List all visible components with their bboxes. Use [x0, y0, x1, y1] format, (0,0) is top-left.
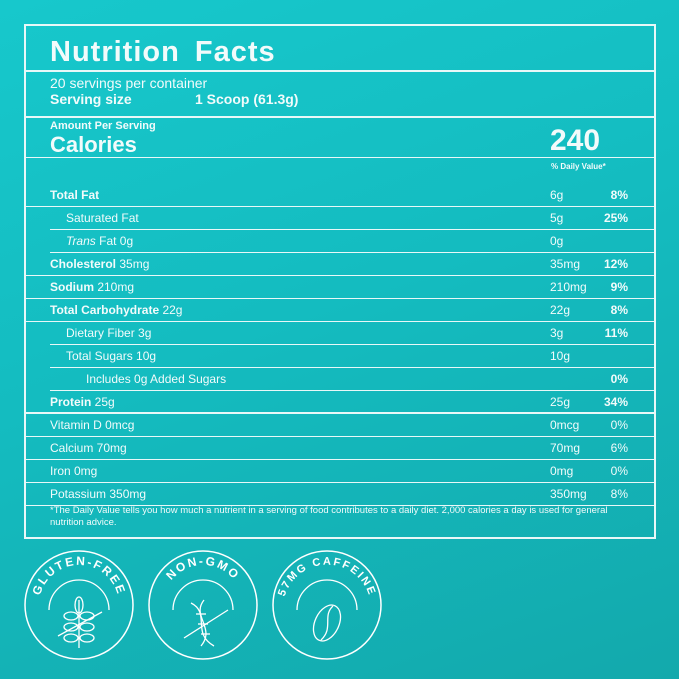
- badges: GLUTEN-FREE NON-GMO 57MG CAFFEINE: [22, 548, 384, 662]
- panel-title: Nutrition Facts: [26, 26, 654, 72]
- nutrient-label: Saturated Fat: [66, 211, 139, 225]
- nutrient-row: Total Fat 6g 8%: [26, 184, 654, 207]
- nutrient-label: Total Carbohydrate 22g: [50, 303, 183, 317]
- nutrient-daily-value: 0%: [610, 418, 628, 432]
- amount-per-serving: Amount Per Serving: [50, 120, 156, 132]
- badge-label: GLUTEN-FREE: [29, 554, 126, 597]
- nutrient-daily-value: 34%: [603, 395, 628, 409]
- nutrient-row: Includes 0g Added Sugars 0%: [26, 368, 654, 391]
- nutrient-row: Iron 0mg 0mg 0%: [26, 460, 654, 483]
- nutrient-label: Includes 0g Added Sugars: [86, 372, 227, 386]
- footnote: *The Daily Value tells you how much a nu…: [50, 505, 608, 528]
- nutrient-label: Total Fat: [50, 188, 100, 202]
- nutrient-daily-value: 0%: [610, 464, 628, 478]
- nutrient-amount: 70mg: [550, 441, 581, 455]
- nutrient-amount: 350mg: [550, 487, 587, 501]
- nutrient-amount: 0mcg: [550, 418, 580, 432]
- serving-info: 20 servings per container Serving size 1 …: [26, 72, 654, 118]
- nutrient-label: Sodium 210mg: [50, 280, 135, 294]
- nutrient-daily-value: 25%: [603, 211, 628, 225]
- nutrient-row: Total Sugars 10g 10g: [26, 345, 654, 368]
- non-gmo-badge: NON-GMO: [148, 550, 258, 660]
- nutrient-row: Sodium 210mg 210mg 9%: [26, 276, 654, 299]
- gluten-free-badge: GLUTEN-FREE: [24, 550, 134, 660]
- nutrient-label: Vitamin D 0mcg: [50, 418, 135, 432]
- nutrient-label: Iron 0mg: [50, 464, 98, 478]
- nutrient-amount: 35mg: [550, 257, 581, 271]
- nutrient-label: Calcium 70mg: [50, 441, 127, 455]
- nutrient-amount: 25g: [550, 395, 571, 409]
- nutrient-daily-value: 8%: [610, 303, 628, 317]
- nutrient-row: Dietary Fiber 3g 3g 11%: [26, 322, 654, 345]
- nutrient-label: Dietary Fiber 3g: [66, 326, 152, 340]
- serving-size-value: 1 Scoop (61.3g): [195, 91, 299, 107]
- nutrient-row: Trans Fat 0g 0g: [26, 230, 654, 253]
- nutrient-row: Saturated Fat 5g 25%: [26, 207, 654, 230]
- caffeine-badge: 57MG CAFFEINE: [272, 550, 382, 660]
- nutrient-row: Cholesterol 35mg 35mg 12%: [26, 253, 654, 276]
- calories-section: Amount Per Serving Calories 240: [26, 118, 654, 158]
- nutrition-facts-panel: Nutrition Facts 20 servings per containe…: [24, 24, 656, 539]
- nutrient-daily-value: 8%: [610, 188, 628, 202]
- nutrient-label: Potassium 350mg: [50, 487, 147, 501]
- nutrient-amount: 3g: [550, 326, 564, 340]
- coffee-bean-icon: [312, 604, 342, 642]
- daily-value-header: % Daily Value*: [551, 162, 606, 171]
- nutrient-amount: 22g: [550, 303, 571, 317]
- serving-size-label: Serving size: [50, 91, 132, 107]
- dna-crossed-icon: [183, 599, 229, 647]
- nutrient-row: Potassium 350mg 350mg 8%: [26, 483, 654, 506]
- svg-text:GLUTEN-FREE: GLUTEN-FREE: [29, 554, 128, 597]
- nutrient-rows: Total Fat 6g 8% Saturated Fat 5g 25% Trans Fat…: [26, 184, 654, 506]
- nutrient-label: Protein 25g: [50, 395, 115, 409]
- nutrient-row: Vitamin D 0mcg 0mcg 0%: [26, 414, 654, 437]
- calories-value: 240: [550, 124, 601, 157]
- nutrient-daily-value: 8%: [610, 487, 628, 501]
- nutrient-row: Total Carbohydrate 22g 22g 8%: [26, 299, 654, 322]
- nutrient-daily-value: 11%: [604, 326, 628, 340]
- servings-per-container: 20 servings per container: [50, 75, 208, 91]
- nutrient-label: Trans Fat 0g: [66, 234, 134, 248]
- nutrient-daily-value: 6%: [610, 441, 628, 455]
- nutrient-daily-value: 9%: [610, 280, 628, 294]
- nutrient-daily-value: 12%: [603, 257, 628, 271]
- nutrient-amount: 6g: [550, 188, 564, 202]
- nutrient-daily-value: 0%: [610, 372, 628, 386]
- nutrient-amount: 5g: [550, 211, 564, 225]
- nutrient-row: Protein 25g 25g 34%: [26, 391, 654, 414]
- badge-label: 57MG CAFFEINE: [276, 556, 376, 598]
- wheat-crossed-icon: [57, 596, 103, 648]
- nutrient-label: Cholesterol 35mg: [50, 257, 150, 271]
- calories-label: Calories: [50, 132, 137, 157]
- nutrient-amount: 10g: [550, 349, 571, 363]
- nutrient-label: Total Sugars 10g: [66, 349, 157, 363]
- svg-text:57MG CAFFEINE: 57MG CAFFEINE: [276, 556, 378, 598]
- nutrient-amount: 0g: [550, 234, 564, 248]
- nutrient-amount: 0mg: [550, 464, 574, 478]
- nutrient-amount: 210mg: [550, 280, 587, 294]
- nutrient-row: Calcium 70mg 70mg 6%: [26, 437, 654, 460]
